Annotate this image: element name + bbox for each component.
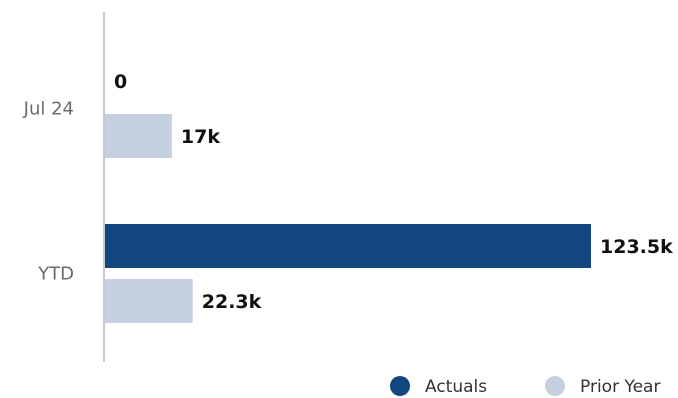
legend-label: Actuals xyxy=(425,377,487,397)
legend: Actuals Prior Year xyxy=(390,376,660,397)
data-labels: 0 17k 123.5k 22.3k xyxy=(114,71,673,313)
category-label: Jul 24 xyxy=(23,99,74,120)
bars xyxy=(105,114,591,323)
bar-actuals xyxy=(105,224,591,268)
data-label: 17k xyxy=(181,126,220,148)
category-label: YTD xyxy=(37,264,74,285)
bar-prior-year xyxy=(105,279,193,323)
legend-label: Prior Year xyxy=(580,377,660,397)
bar-prior-year xyxy=(105,114,172,158)
legend-swatch xyxy=(545,376,565,396)
data-label: 0 xyxy=(114,71,127,93)
data-label: 22.3k xyxy=(202,291,262,313)
legend-swatch xyxy=(390,376,410,396)
category-labels: Jul 24 YTD xyxy=(23,99,74,285)
data-label: 123.5k xyxy=(600,236,673,258)
